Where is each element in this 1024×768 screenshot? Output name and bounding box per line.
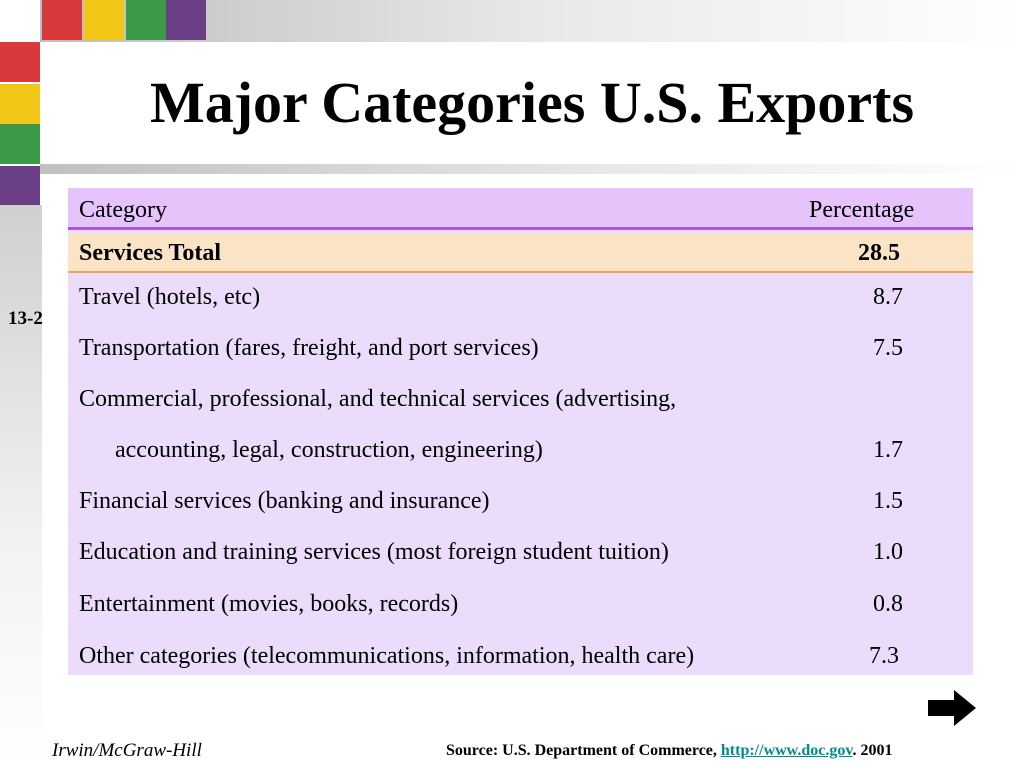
row-label: Education and training services (most fo… — [79, 539, 669, 565]
decor-square-green — [126, 0, 166, 40]
source-prefix: Source: U.S. Department of Commerce, — [446, 742, 721, 759]
slide-number: 13-2 — [8, 308, 43, 329]
source-note: Source: U.S. Department of Commerce, htt… — [446, 742, 892, 760]
row-label: Travel (hotels, etc) — [79, 284, 261, 310]
decor-square-yellow — [84, 0, 124, 40]
decor-square-yellow-left — [0, 84, 40, 124]
row-value: 1.5 — [873, 488, 903, 514]
row-value: 0.8 — [873, 591, 903, 617]
row-label: Financial services (banking and insuranc… — [79, 488, 490, 514]
row-value: 7.3 — [869, 643, 899, 669]
decor-square-purple-left — [0, 166, 40, 206]
source-suffix: . 2001 — [852, 742, 893, 759]
decor-square-green-left — [0, 124, 40, 164]
left-decor-bar — [0, 205, 42, 768]
right-arrow-icon[interactable] — [928, 688, 976, 728]
row-label: Transportation (fares, freight, and port… — [79, 335, 539, 361]
row-value: 7.5 — [873, 335, 903, 361]
table-header-row: Category Percentage — [68, 188, 973, 230]
row-label: Commercial, professional, and technical … — [79, 386, 677, 412]
services-total-row: Services Total 28.5 — [68, 233, 973, 273]
decor-square-red-left — [0, 42, 40, 82]
row-label: Entertainment (movies, books, records) — [79, 591, 459, 617]
row-label: Other categories (telecommunications, in… — [79, 643, 695, 669]
row-value: 1.7 — [873, 437, 903, 463]
header-category: Category — [79, 197, 167, 223]
row-label-continued: accounting, legal, construction, enginee… — [115, 437, 543, 463]
row-value: 1.0 — [873, 539, 903, 565]
services-total-value: 28.5 — [858, 240, 900, 266]
services-total-label: Services Total — [79, 240, 221, 266]
source-link[interactable]: http://www.doc.gov — [720, 742, 853, 759]
slide-title: Major Categories U.S. Exports — [149, 70, 915, 135]
header-percentage: Percentage — [809, 197, 915, 223]
decor-square-red — [42, 0, 82, 40]
row-value: 8.7 — [873, 284, 903, 310]
exports-table: Category Percentage Services Total 28.5 … — [68, 188, 973, 675]
title-divider-bar — [40, 164, 1024, 174]
decor-square-purple — [166, 0, 206, 40]
publisher-credit: Irwin/McGraw-Hill — [52, 740, 202, 761]
